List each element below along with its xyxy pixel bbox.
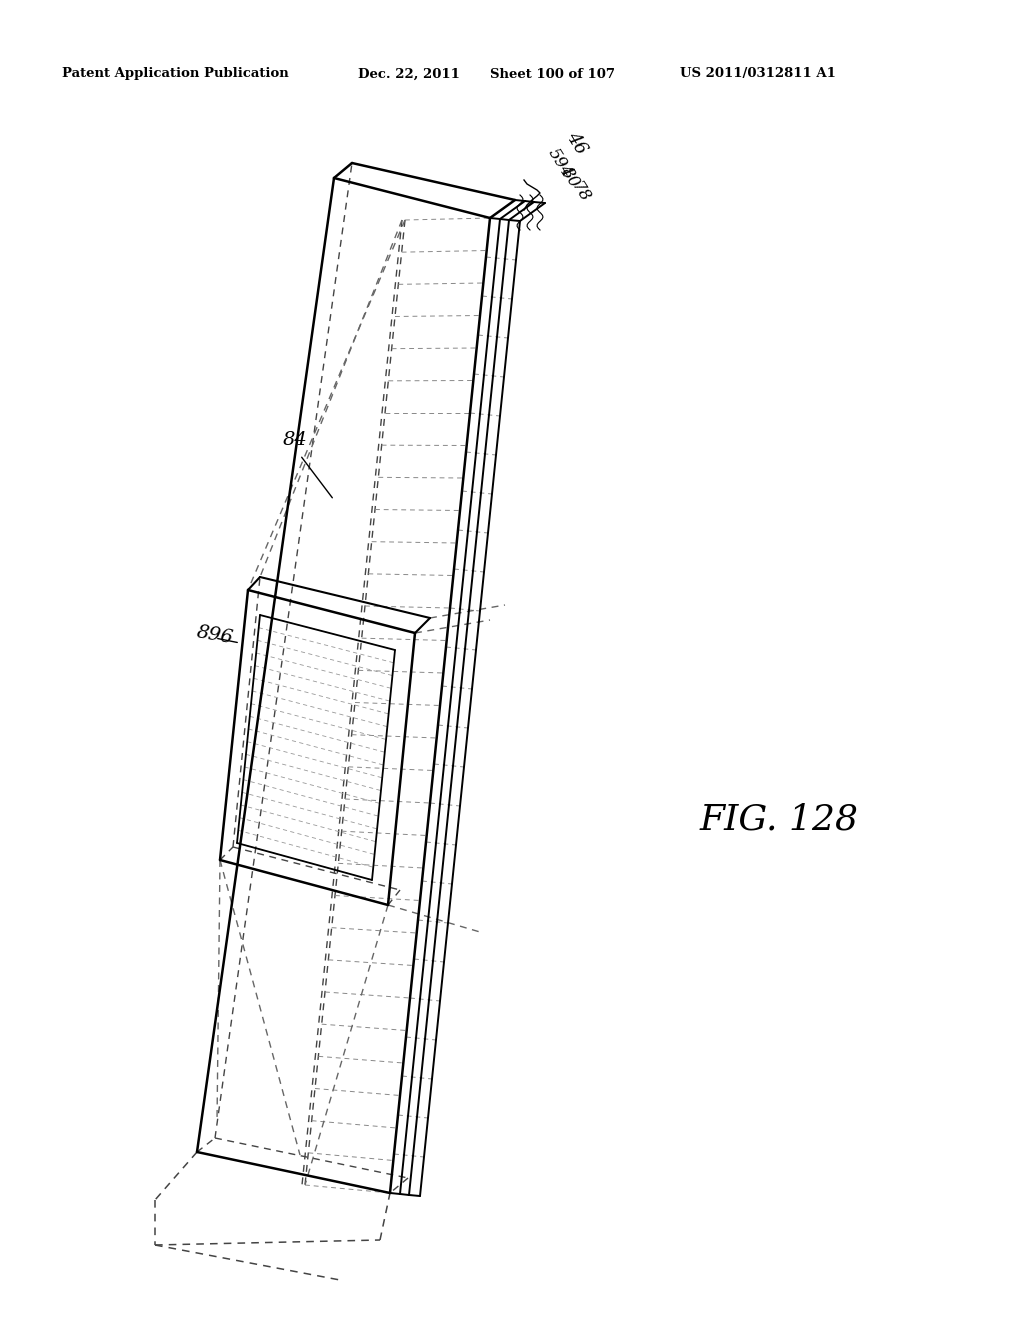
Text: Dec. 22, 2011: Dec. 22, 2011 bbox=[358, 67, 460, 81]
Text: 594: 594 bbox=[544, 145, 575, 181]
Text: 84: 84 bbox=[283, 432, 308, 449]
Text: 896: 896 bbox=[195, 623, 234, 647]
Text: US 2011/0312811 A1: US 2011/0312811 A1 bbox=[680, 67, 836, 81]
Text: Sheet 100 of 107: Sheet 100 of 107 bbox=[490, 67, 615, 81]
Text: 78: 78 bbox=[568, 180, 594, 206]
Text: FIG. 128: FIG. 128 bbox=[700, 803, 859, 837]
Text: 80: 80 bbox=[557, 165, 583, 191]
Text: Patent Application Publication: Patent Application Publication bbox=[62, 67, 289, 81]
Text: 46: 46 bbox=[563, 128, 591, 157]
